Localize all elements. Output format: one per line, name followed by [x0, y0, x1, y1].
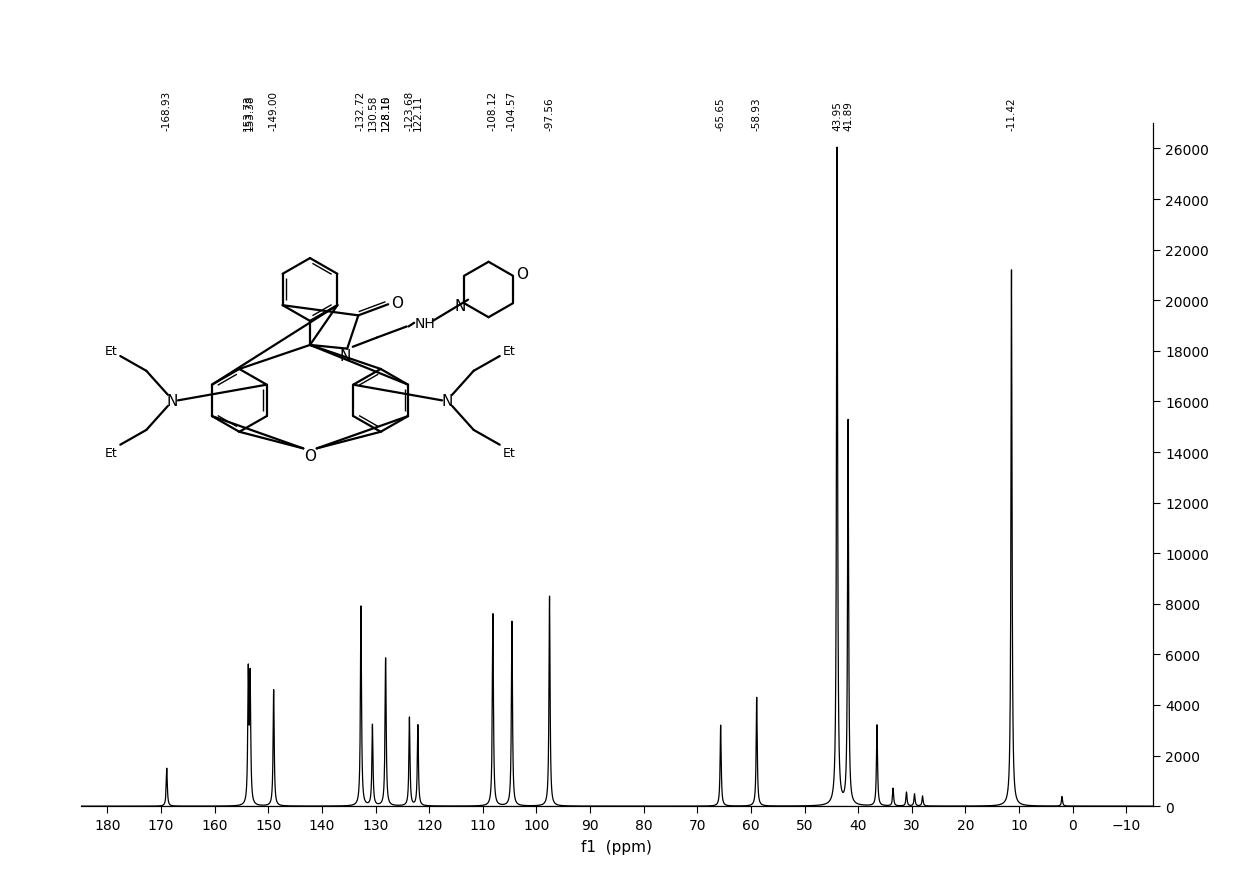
Text: 153.73: 153.73 [243, 95, 253, 131]
Text: 130.58: 130.58 [367, 95, 377, 131]
Text: 128.15: 128.15 [381, 95, 391, 131]
X-axis label: f1  (ppm): f1 (ppm) [582, 839, 652, 854]
Text: -65.65: -65.65 [715, 97, 725, 131]
Text: -132.72: -132.72 [356, 90, 366, 131]
Text: -123.68: -123.68 [404, 90, 414, 131]
Text: 153.38: 153.38 [246, 95, 255, 131]
Text: Et: Et [104, 345, 118, 358]
Text: Et: Et [502, 345, 516, 358]
Text: N: N [340, 348, 351, 363]
Text: O: O [516, 267, 528, 282]
Text: N: N [441, 393, 454, 408]
Text: -97.56: -97.56 [544, 97, 554, 131]
Text: -58.93: -58.93 [751, 97, 761, 131]
Text: O: O [392, 296, 403, 311]
Text: 122.11: 122.11 [413, 95, 423, 131]
Text: -108.12: -108.12 [487, 90, 498, 131]
Text: Et: Et [104, 447, 118, 459]
Text: O: O [304, 449, 316, 463]
Text: Et: Et [502, 447, 516, 459]
Text: N: N [454, 299, 466, 314]
Text: NH: NH [415, 316, 435, 330]
Text: 128.10: 128.10 [381, 95, 391, 131]
Text: 43.95: 43.95 [832, 101, 842, 131]
Text: -104.57: -104.57 [507, 90, 517, 131]
Text: -11.42: -11.42 [1007, 97, 1017, 131]
Text: 41.89: 41.89 [843, 101, 853, 131]
Text: -149.00: -149.00 [269, 91, 279, 131]
Text: -168.93: -168.93 [161, 90, 172, 131]
Text: N: N [166, 393, 179, 408]
